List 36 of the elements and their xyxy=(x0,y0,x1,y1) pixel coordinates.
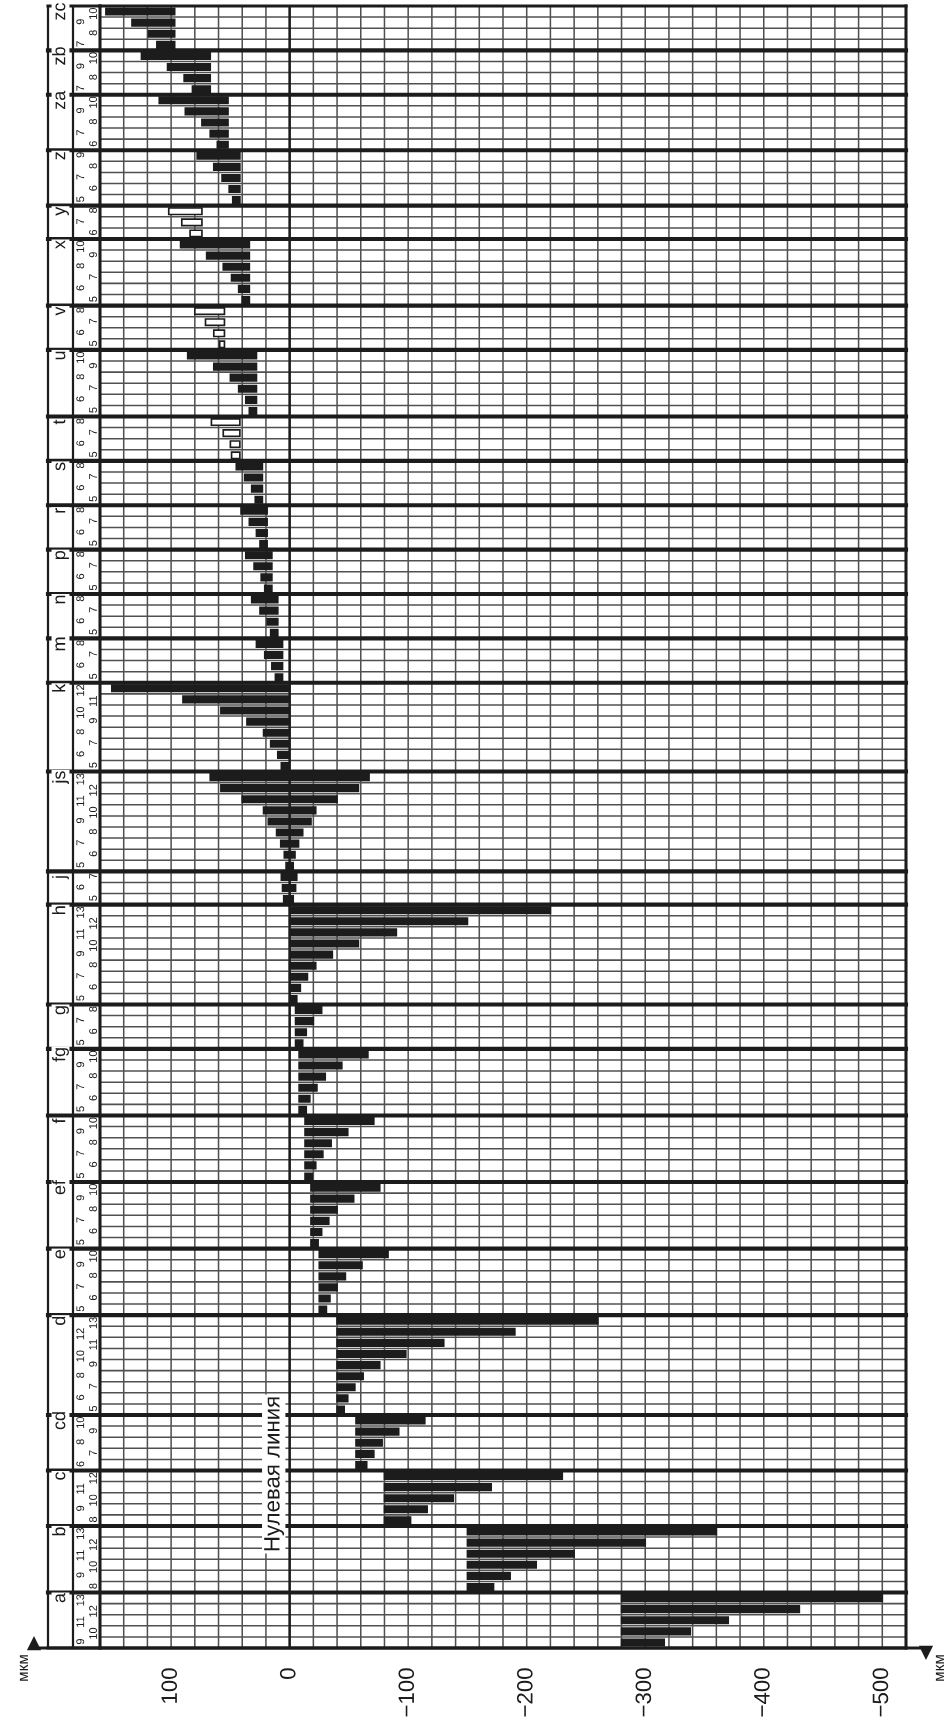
y2-tick-label: h xyxy=(52,906,66,914)
x-tick-label: −200 xyxy=(516,1668,533,1717)
y2-tick-label: p xyxy=(55,550,69,560)
y2-tick-label: zc xyxy=(55,3,66,20)
y2-tick-label: r xyxy=(55,508,66,513)
y2-tick-label: za xyxy=(55,90,66,110)
y2-tick-label: fg xyxy=(52,1048,69,1062)
y2-tick-label: cd xyxy=(52,1412,66,1430)
x-tick-label: 0 xyxy=(279,1668,296,1679)
y2-tick-label: m xyxy=(55,637,66,651)
x-tick-label: −500 xyxy=(872,1668,889,1717)
y2-tick-label: v xyxy=(55,306,66,316)
y2-tick-label: a xyxy=(55,1593,66,1603)
x-tick-label: −400 xyxy=(753,1668,770,1717)
x-tick-label: −100 xyxy=(398,1668,415,1717)
y2-tick-label: d xyxy=(52,1316,66,1325)
y2-tick-label: g xyxy=(55,1006,69,1015)
y2-tick-label: js xyxy=(52,771,69,785)
y2-tick-label: t xyxy=(53,419,66,425)
y2-tick-label: n xyxy=(55,595,66,604)
y2-tick-label: c xyxy=(55,1472,66,1480)
y2-tick-label: x xyxy=(55,240,66,249)
y2-tick-label: b xyxy=(52,1527,66,1536)
y2-tick-label: f xyxy=(52,1118,66,1124)
y2-tick-label: e xyxy=(55,1249,66,1259)
y2-tick-label: u xyxy=(55,351,66,360)
y2-tick-label: k xyxy=(52,683,66,692)
x-tick-label: −300 xyxy=(635,1668,652,1717)
y2-tick-label: z xyxy=(55,152,66,160)
ref-line-label: Нулевая линия xyxy=(264,1397,285,1551)
y2-tick-label: y xyxy=(55,206,69,216)
y2-tick-label: ef xyxy=(52,1180,66,1195)
y2-tick-label: zb xyxy=(52,47,66,65)
y2-tick-label: s xyxy=(55,462,66,471)
x-tick-label: 100 xyxy=(161,1668,178,1703)
y2-tick-label: j xyxy=(52,876,69,880)
